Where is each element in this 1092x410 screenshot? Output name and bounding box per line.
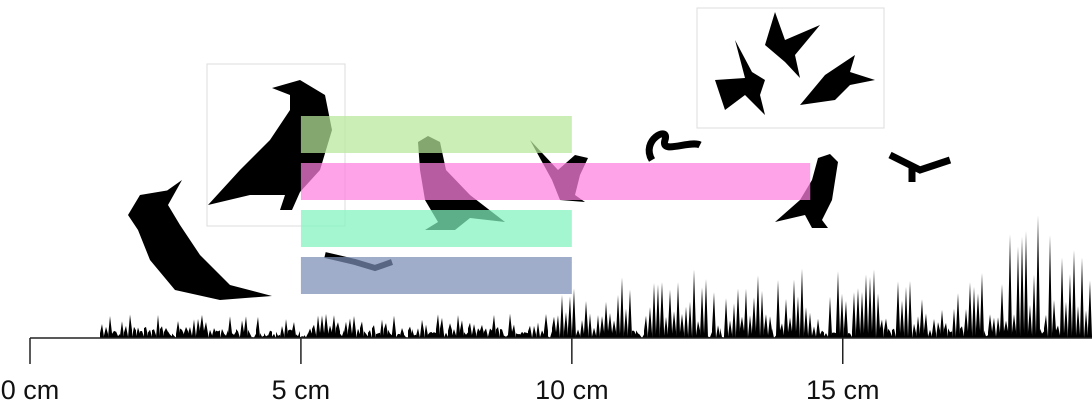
x-tick-label: 0 cm (1, 375, 60, 405)
grass-blades (100, 215, 1092, 338)
x-tick-label: 10 cm (535, 375, 609, 405)
range-bar (301, 116, 572, 153)
bird-silhouette (715, 40, 765, 115)
frame (697, 8, 884, 128)
lizard-silhouette (890, 155, 950, 182)
x-tick-label: 15 cm (806, 375, 880, 405)
bird-silhouette (128, 180, 272, 300)
range-bar (301, 163, 810, 200)
bird-silhouette (800, 55, 875, 105)
grass (100, 215, 1092, 338)
bird-silhouette (765, 12, 820, 78)
x-tick-label: 5 cm (272, 375, 331, 405)
range-bar (301, 210, 572, 247)
snake-silhouette (649, 134, 700, 160)
chart: 0 cm 5 cm 10 cm 15 cm (0, 0, 1092, 410)
range-bar (301, 257, 572, 294)
